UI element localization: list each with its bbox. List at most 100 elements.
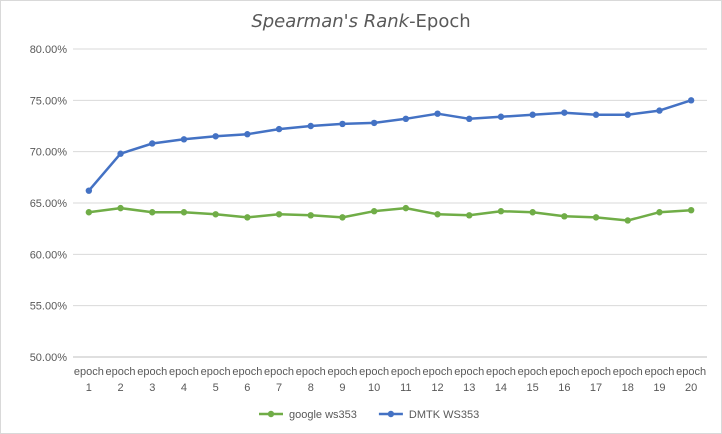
- data-point: [402, 115, 410, 123]
- data-point: [244, 131, 251, 138]
- legend: google ws353 DMTK WS353: [259, 409, 479, 421]
- x-tick-label: epoch 14: [486, 366, 516, 394]
- data-point: [687, 97, 695, 104]
- x-tick-label-line: epoch: [201, 366, 231, 378]
- x-tick-label: epoch 16: [549, 366, 579, 394]
- data-point: [244, 214, 251, 221]
- data-point: [117, 150, 124, 157]
- x-tick-label-line: epoch: [581, 366, 611, 378]
- data-point: [687, 206, 695, 214]
- x-tick-label-line: epoch: [486, 366, 516, 378]
- data-point: [561, 109, 568, 116]
- x-tick-label: epoch 4: [169, 366, 199, 394]
- x-tick-label-line: epoch: [423, 366, 453, 378]
- chart-title: Spearman's Rank-Epoch: [251, 11, 470, 32]
- x-tick-label-line: epoch: [644, 366, 674, 378]
- legend-swatch-marker: [267, 410, 275, 418]
- x-tick-label: epoch 5: [201, 366, 231, 394]
- x-tick-label-line: 5: [213, 382, 219, 394]
- x-tick-label-line: 3: [149, 382, 155, 394]
- data-point: [434, 211, 441, 218]
- x-tick-label-line: epoch: [264, 366, 294, 378]
- data-point: [275, 211, 283, 218]
- x-tick-label: epoch 3: [137, 366, 167, 394]
- x-tick-label-line: 19: [653, 382, 665, 394]
- data-point: [307, 212, 314, 219]
- x-tick-label-line: 11: [400, 382, 411, 394]
- x-tick-label: epoch 20: [676, 366, 706, 394]
- data-point: [149, 140, 156, 147]
- x-tick-label: epoch 19: [644, 366, 674, 394]
- data-point: [656, 209, 663, 216]
- data-point: [149, 209, 156, 216]
- data-point: [212, 133, 219, 140]
- x-tick-label: epoch 15: [518, 366, 548, 394]
- y-tick-label: 70.00%: [30, 147, 68, 159]
- x-tick-label: epoch 13: [454, 366, 484, 394]
- x-tick-label-line: epoch: [454, 366, 484, 378]
- data-point: [497, 113, 505, 120]
- y-tick-label: 80.00%: [30, 44, 68, 56]
- x-tick-label-line: 10: [368, 382, 380, 394]
- data-point: [529, 209, 536, 216]
- data-point: [339, 120, 346, 128]
- data-point: [180, 209, 188, 216]
- data-point: [117, 204, 124, 212]
- x-tick-label-line: 17: [590, 382, 602, 394]
- x-tick-label-line: epoch: [676, 366, 706, 378]
- data-point: [592, 214, 600, 221]
- data-point: [212, 211, 219, 218]
- gridlines: [73, 48, 707, 358]
- data-point: [370, 119, 378, 127]
- legend-label: DMTK WS353: [409, 409, 479, 421]
- x-tick-label-line: epoch: [327, 366, 357, 378]
- x-tick-label-line: 14: [495, 382, 507, 394]
- data-point: [434, 110, 441, 117]
- x-tick-label-line: epoch: [359, 366, 389, 378]
- data-point: [339, 214, 346, 221]
- x-tick-label-line: 12: [431, 382, 443, 394]
- data-point: [466, 212, 473, 219]
- y-tick-label: 65.00%: [30, 198, 68, 210]
- x-tick-label-line: 15: [527, 382, 539, 394]
- x-tick-label: epoch 1: [74, 366, 104, 394]
- x-tick-label-line: epoch: [296, 366, 326, 378]
- data-point: [180, 136, 188, 143]
- y-tick-label: 60.00%: [30, 249, 68, 261]
- x-tick-label-line: epoch: [169, 366, 199, 378]
- x-tick-label-line: epoch: [613, 366, 643, 378]
- y-tick-label: 55.00%: [30, 301, 68, 313]
- x-tick-label: epoch 2: [106, 366, 136, 394]
- x-tick-label-line: 8: [308, 382, 314, 394]
- x-tick-label: epoch 12: [423, 366, 453, 394]
- data-point: [529, 111, 536, 118]
- series-line: [87, 206, 693, 222]
- chart-title-rest: -Epoch: [409, 11, 471, 32]
- x-tick-label-line: epoch: [106, 366, 136, 378]
- data-point: [370, 208, 378, 215]
- data-point: [561, 213, 568, 220]
- series-group: [85, 97, 695, 224]
- data-point: [624, 111, 631, 118]
- x-tick-label-line: 13: [463, 382, 475, 394]
- x-tick-label: epoch 10: [359, 366, 389, 394]
- x-tick-label-line: epoch: [391, 366, 421, 378]
- data-point: [307, 122, 314, 130]
- data-point: [466, 115, 473, 123]
- x-tick-label-line: 20: [685, 382, 697, 394]
- x-tick-label: epoch 18: [613, 366, 643, 394]
- data-point: [624, 217, 631, 224]
- x-tick-label-line: 4: [181, 382, 187, 394]
- x-tick-label-line: epoch: [549, 366, 579, 378]
- legend-swatch-marker: [387, 410, 395, 418]
- data-point: [656, 107, 663, 114]
- x-tick-label-line: 9: [339, 382, 345, 394]
- x-tick-label: epoch 11: [391, 366, 421, 394]
- y-tick-label: 50.00%: [30, 352, 68, 364]
- x-tick-label: epoch 6: [232, 366, 262, 394]
- x-tick-label: epoch 9: [327, 366, 357, 394]
- x-tick-label: epoch 17: [581, 366, 611, 394]
- data-point: [275, 125, 283, 133]
